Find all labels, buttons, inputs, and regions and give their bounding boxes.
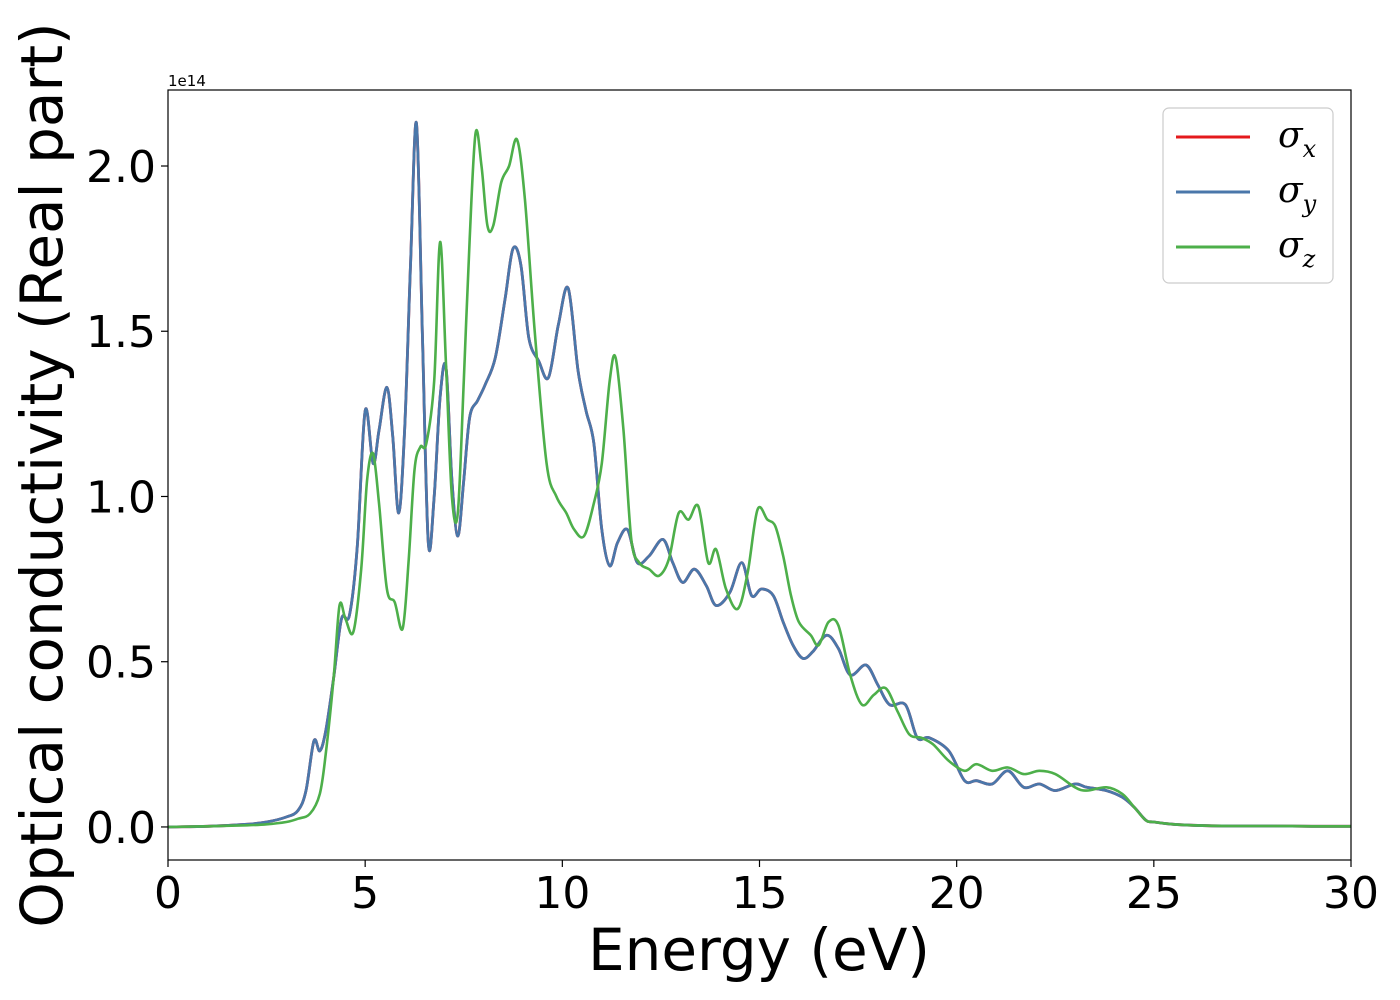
series-layer xyxy=(167,120,1351,829)
y-offset-label: 1e14 xyxy=(168,72,206,90)
legend-label-z: σz xyxy=(1278,225,1316,273)
x-tick-label: 0 xyxy=(154,868,182,919)
x-axis-title: Energy (eV) xyxy=(588,916,930,984)
y-tick-label: 0.5 xyxy=(86,638,156,689)
legend-label-x: σx xyxy=(1278,115,1317,163)
x-tick-label: 25 xyxy=(1126,868,1182,919)
series-line-y xyxy=(167,120,1351,829)
y-tick-label: 0.0 xyxy=(86,803,156,854)
x-axis-ticks: 0 5 10 15 20 25 30 xyxy=(154,860,1379,919)
series-line-z xyxy=(167,128,1351,829)
x-tick-label: 5 xyxy=(351,868,379,919)
x-tick-label: 10 xyxy=(534,868,590,919)
legend-label-y: σy xyxy=(1278,170,1317,218)
y-tick-label: 1.5 xyxy=(86,307,156,358)
y-axis-title: Optical conductivity (Real part) xyxy=(8,22,76,927)
legend-box xyxy=(1162,107,1334,284)
x-tick-label: 30 xyxy=(1323,868,1379,919)
y-axis-ticks: 0.0 0.5 1.0 1.5 2.0 xyxy=(86,142,168,854)
legend: σx σy σz xyxy=(1162,107,1334,284)
y-tick-label: 1.0 xyxy=(86,472,156,523)
x-tick-label: 20 xyxy=(929,868,985,919)
y-tick-label: 2.0 xyxy=(86,142,156,193)
x-tick-label: 15 xyxy=(732,868,788,919)
